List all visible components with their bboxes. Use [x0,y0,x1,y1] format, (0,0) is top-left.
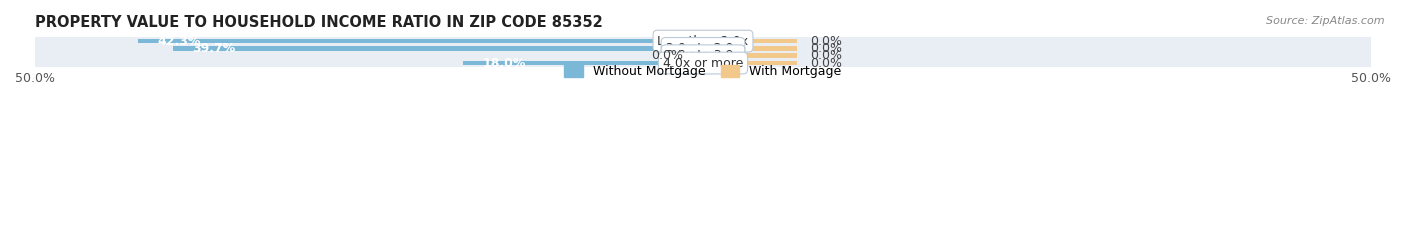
Bar [35,52,1371,59]
Text: 18.0%: 18.0% [482,57,526,69]
Text: 0.0%: 0.0% [651,49,683,62]
Text: 0.0%: 0.0% [810,49,842,62]
Text: PROPERTY VALUE TO HOUSEHOLD INCOME RATIO IN ZIP CODE 85352: PROPERTY VALUE TO HOUSEHOLD INCOME RATIO… [35,15,603,30]
Text: Source: ZipAtlas.com: Source: ZipAtlas.com [1267,16,1385,26]
Bar [703,46,797,51]
Bar [35,59,1371,67]
Bar [703,61,797,65]
Bar [703,39,797,43]
Text: 2.0x to 2.9x: 2.0x to 2.9x [665,42,741,55]
Bar [138,39,703,43]
Bar [35,45,1371,52]
Text: 42.3%: 42.3% [157,35,201,48]
Bar [463,61,703,65]
Bar [173,46,703,51]
Text: 0.0%: 0.0% [810,35,842,48]
Text: 4.0x or more: 4.0x or more [662,57,744,69]
Bar [35,37,1371,45]
Text: Less than 2.0x: Less than 2.0x [658,35,748,48]
Text: 39.7%: 39.7% [193,42,236,55]
Text: 0.0%: 0.0% [810,57,842,69]
Bar [703,54,797,58]
Text: 0.0%: 0.0% [810,42,842,55]
Legend: Without Mortgage, With Mortgage: Without Mortgage, With Mortgage [560,60,846,83]
Text: 3.0x to 3.9x: 3.0x to 3.9x [665,49,741,62]
